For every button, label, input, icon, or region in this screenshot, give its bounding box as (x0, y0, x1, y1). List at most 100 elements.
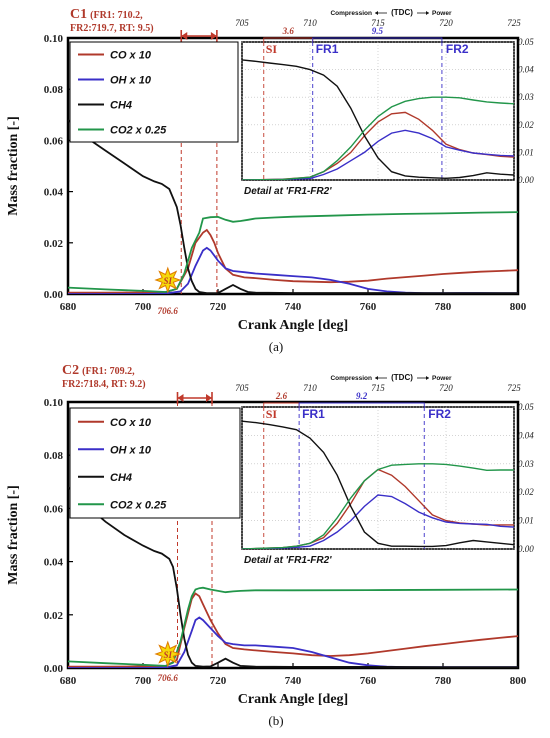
inset-series-line-co2-x-0-25 (242, 463, 514, 549)
x-axis-label: Crank Angle [deg] (238, 692, 348, 707)
inset-y-tick-label: 0.05 (518, 37, 534, 47)
x-tick-label: 680 (60, 675, 77, 687)
chart-panel-b: 0.00 0.02 0.04 0.06 0.08 0.10 680 700 720 740 760 7… (6, 363, 534, 728)
x-tick-label: 800 (510, 675, 527, 687)
inset-series-line-co2-x-0-25 (242, 96, 514, 180)
inset-si-label: SI (266, 407, 278, 421)
panel-caption: (b) (268, 713, 283, 728)
spark-ignition-icon (154, 640, 182, 668)
inset-fr1-label: FR1 (302, 407, 325, 421)
inset-fr2-label: FR2 (446, 42, 469, 56)
inset-y-tick-label: 0.00 (518, 544, 534, 554)
series-line-co-x-10 (68, 592, 518, 668)
case-detail-line1: (FR1: 710.2, (90, 10, 143, 21)
inset-fr1-fr2-bracket (312, 37, 443, 42)
arrowhead-left (181, 32, 188, 40)
direction-left-arrowhead (375, 376, 378, 380)
case-title: C2 (FR1: 709.2, (62, 363, 135, 378)
inset-y-tick-label: 0.05 (518, 402, 534, 412)
inset-x-tick-label: 705 (235, 383, 249, 393)
legend-label: CO2 x 0.25 (110, 499, 167, 511)
x-tick-label: 780 (435, 301, 452, 313)
inset-frame (241, 406, 515, 550)
inset-y-tick-label: 0.04 (518, 430, 534, 440)
direction-left-arrowhead (375, 11, 378, 15)
series-line-co2-x-0-25 (68, 211, 518, 293)
y-tick-label: 0.00 (44, 289, 64, 301)
inset-x-tick-label: 715 (371, 383, 385, 393)
si-angle-label: 706.6 (158, 306, 179, 316)
y-tick-label: 0.00 (44, 663, 64, 675)
direction-power-label: Power (432, 10, 452, 17)
case-detail-line1: (FR1: 709.2, (82, 366, 135, 377)
inset-series-line-oh-x-10 (242, 129, 514, 180)
case-label: C1 (70, 7, 87, 22)
x-tick-label: 700 (135, 675, 152, 687)
inset-x-tick-label: 710 (303, 383, 317, 393)
inset-fr1-fr2-value: 9.5 (372, 26, 384, 36)
inset-fr1-fr2-bracket (298, 402, 425, 407)
arrowhead-left (177, 394, 184, 402)
x-tick-label: 680 (60, 301, 77, 313)
legend-label: CO2 x 0.25 (110, 125, 167, 137)
y-tick-label: 0.10 (44, 397, 64, 409)
x-tick-label: 760 (360, 675, 377, 687)
y-tick-label: 0.10 (44, 33, 64, 45)
inset-x-tick-label: 715 (371, 18, 385, 28)
inset-x-tick-label: 710 (303, 18, 317, 28)
spark-ignition-icon (154, 266, 182, 294)
inset-y-tick-label: 0.01 (518, 516, 534, 526)
y-tick-label: 0.08 (44, 450, 64, 462)
direction-tdc-label: (TDC) (391, 8, 413, 17)
inset-y-tick-label: 0.04 (518, 65, 534, 75)
si-marker-label: SI (163, 276, 172, 286)
inset-y-tick-label: 0.03 (518, 92, 534, 102)
y-tick-label: 0.06 (44, 135, 64, 147)
inset-chart: 705 710 715 720 725 0.00 0.01 0.02 0.03 0.04 0.05 S… (235, 8, 534, 197)
direction-power-label: Power (432, 375, 452, 382)
direction-compression-label: Compression (330, 375, 372, 382)
inset-fr1-label: FR1 (316, 42, 339, 56)
y-axis-label: Mass fraction [-] (6, 116, 21, 216)
arrowhead-right (206, 394, 212, 402)
inset-series-line-ch4 (242, 59, 514, 180)
inset-series-line-oh-x-10 (242, 494, 514, 549)
arrowhead-right (210, 32, 217, 40)
inset-chart: 705 710 715 720 725 0.00 0.01 0.02 0.03 0.04 0.05 S… (235, 373, 534, 566)
si-angle-label: 706.6 (158, 673, 179, 683)
case-title: C1 (FR1: 710.2, (70, 7, 143, 22)
inset-x-tick-label: 725 (507, 383, 521, 393)
legend-label: CO x 10 (110, 50, 152, 62)
legend-label: OH x 10 (110, 75, 152, 87)
legend-label: OH x 10 (110, 444, 152, 456)
inset-si-fr1-value: 2.6 (275, 391, 288, 401)
y-tick-label: 0.08 (44, 84, 64, 96)
y-tick-label: 0.04 (44, 187, 64, 199)
inset-x-tick-label: 705 (235, 18, 249, 28)
x-tick-label: 740 (285, 675, 302, 687)
series-line-ch4 (68, 486, 518, 668)
case-label: C2 (62, 363, 79, 378)
inset-caption: Detail at 'FR1-FR2' (244, 555, 332, 566)
series-line-ch4 (68, 119, 518, 294)
x-tick-label: 720 (210, 301, 227, 313)
x-tick-label: 720 (210, 675, 227, 687)
inset-y-tick-label: 0.02 (518, 487, 534, 497)
case-detail-line2: FR2:719.7, RT: 9.5) (70, 23, 154, 34)
inset-si-fr1-value: 3.6 (282, 26, 295, 36)
y-tick-label: 0.02 (44, 610, 64, 622)
inset-y-tick-label: 0.01 (518, 147, 534, 157)
inset-series-line-ch4 (242, 420, 514, 548)
legend-label: CH4 (110, 472, 132, 484)
x-tick-label: 780 (435, 675, 452, 687)
inset-x-tick-label: 720 (439, 383, 453, 393)
direction-right-arrowhead (426, 11, 429, 15)
inset-x-tick-label: 720 (439, 18, 453, 28)
x-axis-label: Crank Angle [deg] (238, 318, 348, 333)
chart-panel-a: 0.00 0.02 0.04 0.06 0.08 0.10 680 700 720 740 760 7… (6, 7, 534, 354)
direction-compression-label: Compression (330, 10, 372, 17)
y-tick-label: 0.06 (44, 503, 64, 515)
x-tick-label: 740 (285, 301, 302, 313)
direction-tdc-label: (TDC) (391, 373, 413, 382)
